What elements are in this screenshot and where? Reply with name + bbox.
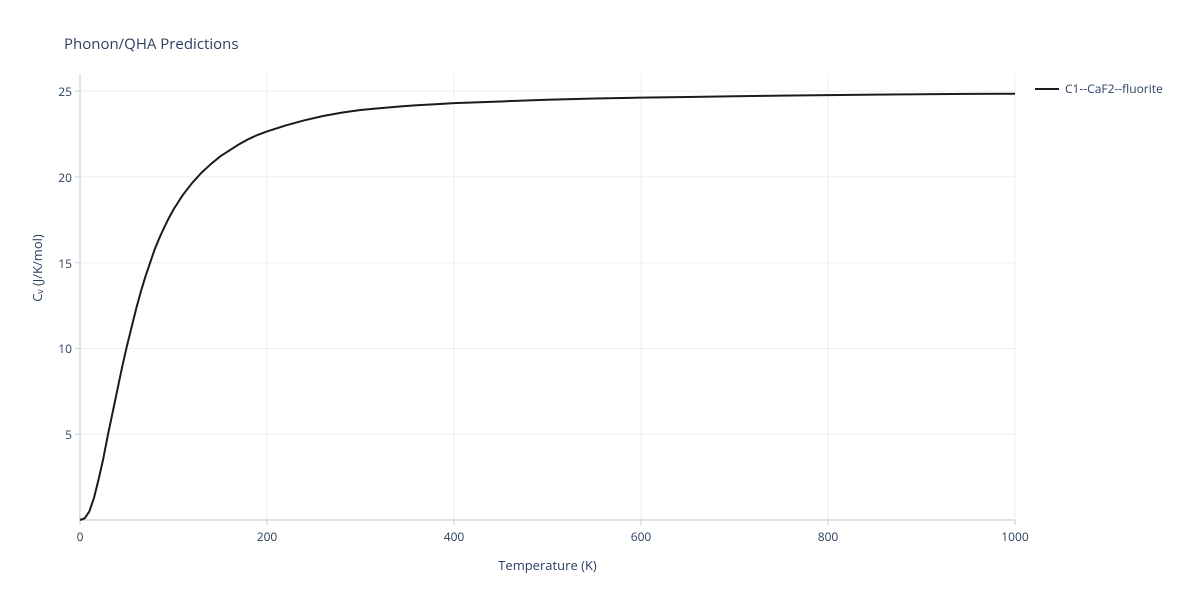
x-tick-label: 400: [434, 528, 474, 545]
series-line[interactable]: [80, 94, 1015, 520]
chart-container: { "chart": { "type": "line", "title": "P…: [0, 0, 1200, 600]
legend-entry[interactable]: C1--CaF2--fluorite: [1035, 80, 1163, 97]
y-tick-label: 15: [40, 255, 72, 272]
x-tick-label: 600: [621, 528, 661, 545]
x-tick-label: 0: [60, 528, 100, 545]
legend-swatch-icon: [1035, 88, 1059, 90]
x-tick-label: 200: [247, 528, 287, 545]
y-tick-label: 25: [40, 83, 72, 100]
y-tick-label: 5: [40, 426, 72, 443]
y-tick-label: 20: [40, 169, 72, 186]
legend-label: C1--CaF2--fluorite: [1065, 80, 1163, 97]
y-tick-label: 10: [40, 340, 72, 357]
x-axis-label: Temperature (K): [80, 556, 1015, 574]
x-tick-label: 800: [808, 528, 848, 545]
x-tick-label: 1000: [995, 528, 1035, 545]
plot-svg: [0, 0, 1200, 600]
